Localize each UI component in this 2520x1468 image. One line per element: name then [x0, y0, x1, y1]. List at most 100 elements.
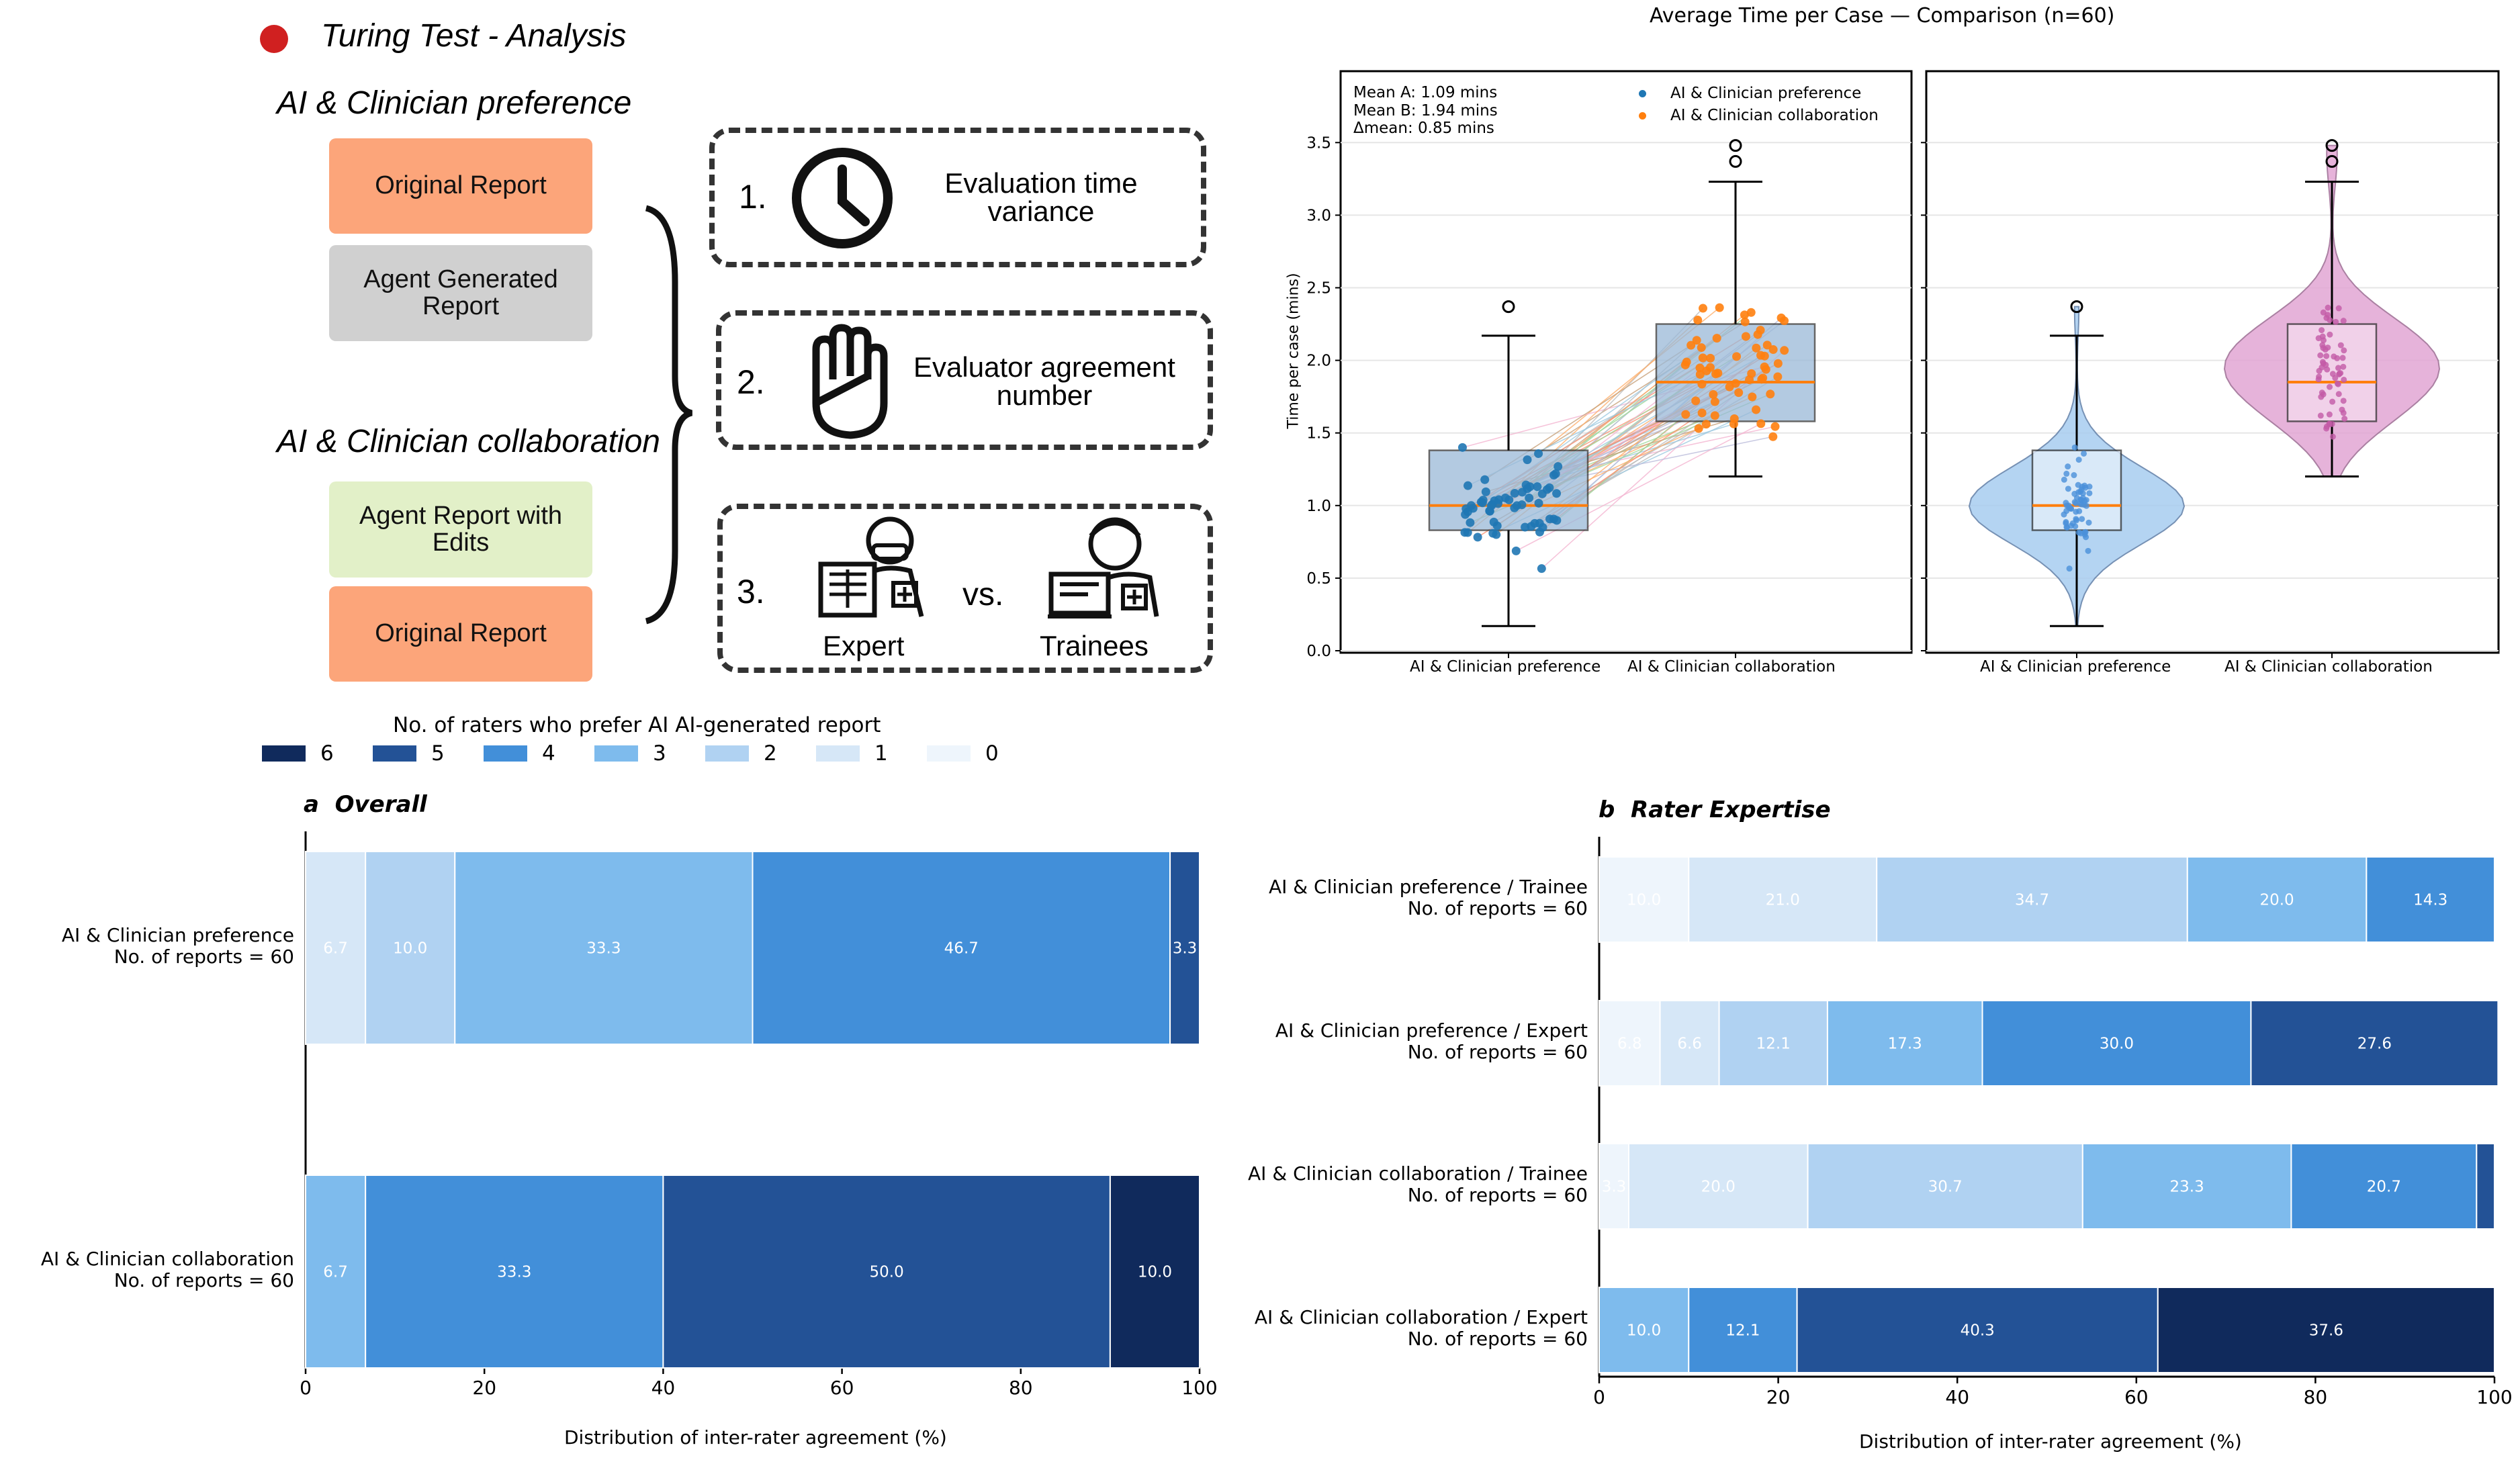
paired-line: [1468, 370, 1707, 486]
point-collaboration: [1729, 419, 1738, 428]
title-dot: [260, 25, 288, 53]
vs-label: vs.: [962, 577, 1004, 612]
point-preference: [1525, 494, 1534, 503]
expertise-row-label: AI & Clinician preference / Expert: [1275, 1019, 1588, 1042]
paired-line: [1493, 373, 1752, 523]
expertise-bar-segment: [1796, 1287, 2159, 1373]
point-preference: [1478, 496, 1488, 505]
point-collaboration-small: [2323, 353, 2330, 359]
point-collaboration-small: [2319, 333, 2326, 340]
point-collaboration: [1780, 346, 1789, 355]
point-collaboration-small: [2331, 353, 2337, 360]
paired-line: [1556, 414, 1686, 521]
point-preference: [1490, 496, 1499, 506]
paired-line: [1527, 308, 1704, 490]
panel-a-title: a Overall: [304, 791, 427, 818]
paired-line: [1517, 377, 1764, 506]
time-ytick-label: 2.5: [1306, 280, 1331, 297]
expertise-segment-value: 3.3: [1602, 1179, 1627, 1196]
box-collaboration-small-box: [2286, 323, 2378, 422]
panel-a-xlabel: Distribution of inter-rater agreement (%…: [564, 1426, 947, 1449]
point-collaboration-small: [2319, 389, 2325, 396]
legend-item-1: 1: [816, 741, 888, 766]
point-preference-small: [2065, 502, 2072, 509]
point-preference: [1542, 485, 1551, 494]
point-preference: [1523, 484, 1532, 494]
legend-label-b: AI & Clinician collaboration: [1670, 107, 1879, 124]
point-collaboration: [1709, 389, 1718, 399]
paired-line: [1547, 396, 1753, 490]
point-preference: [1517, 500, 1527, 510]
time-stat-delta: Δmean: 0.85 mins: [1353, 120, 1494, 137]
point-preference: [1521, 480, 1531, 490]
paired-line: [1539, 369, 1766, 524]
point-collaboration-small: [2325, 304, 2331, 311]
point-collaboration: [1691, 396, 1701, 406]
point-collaboration: [1780, 316, 1789, 326]
legend-dot-a: [1639, 90, 1646, 97]
point-collaboration-small: [2319, 359, 2326, 365]
point-collaboration: [1702, 366, 1711, 375]
criterion-2-label: Evaluator agreement number: [913, 351, 1175, 411]
time-chart-title: Average Time per Case — Comparison (n=60…: [1650, 4, 2115, 28]
legend-label: 0: [985, 741, 999, 766]
point-preference: [1480, 475, 1490, 484]
point-preference-small: [2086, 484, 2093, 490]
criterion-2-number: 2.: [737, 363, 765, 401]
point-preference-small: [2078, 501, 2085, 508]
paired-line: [1541, 329, 1761, 495]
point-preference: [1537, 489, 1547, 498]
point-collaboration-small: [2336, 371, 2343, 378]
expertise-bar-segment: [2290, 1143, 2478, 1230]
expertise-segment-value: 37.6: [2309, 1322, 2343, 1340]
point-collaboration: [1766, 389, 1775, 399]
point-preference: [1476, 498, 1486, 507]
criterion-1-number: 1.: [739, 178, 767, 216]
point-collaboration-small: [2320, 309, 2327, 316]
expertise-bar-segment: [1599, 856, 1690, 943]
preference-agent-report: Agent Generated Report: [329, 245, 592, 341]
point-collaboration-small: [2326, 420, 2333, 427]
point-collaboration-small: [2316, 373, 2323, 380]
paired-line: [1480, 357, 1703, 503]
expertise-segment-value: 27.6: [2357, 1036, 2392, 1053]
paired-line: [1496, 373, 1701, 535]
point-collaboration: [1710, 411, 1719, 420]
point-preference: [1492, 521, 1502, 531]
point-collaboration-small: [2341, 347, 2347, 354]
point-collaboration-small: [2329, 371, 2336, 377]
point-preference: [1538, 522, 1547, 532]
point-preference-small: [2068, 522, 2075, 529]
point-preference-small: [2073, 517, 2080, 524]
legend-item-5: 5: [373, 741, 445, 766]
point-collaboration: [1756, 419, 1766, 428]
point-preference: [1485, 506, 1494, 516]
point-preference: [1463, 507, 1472, 516]
expertise-segment-value: 20.0: [1701, 1179, 1736, 1196]
box-collaboration-outlier: [1729, 139, 1742, 152]
expertise-row-label: AI & Clinician preference / Trainee: [1268, 875, 1588, 898]
paired-line: [1489, 363, 1779, 512]
point-collaboration-small: [2329, 420, 2335, 427]
point-collaboration-small: [2335, 365, 2341, 371]
point-preference-small: [2071, 472, 2077, 479]
point-collaboration: [1748, 392, 1757, 402]
point-collaboration: [1760, 351, 1769, 361]
trainees-label: Trainees: [1040, 630, 1149, 661]
expertise-segment-value: 20.7: [2367, 1179, 2401, 1196]
paired-line: [1505, 386, 1730, 499]
time-ytick-label: 1.0: [1306, 498, 1331, 515]
point-collaboration: [1731, 379, 1740, 388]
legend-item-0: 0: [927, 741, 999, 766]
expert-label: Expert: [823, 630, 905, 661]
point-collaboration-small: [2320, 337, 2327, 344]
expertise-row-sublabel: No. of reports = 60: [1407, 1327, 1588, 1350]
point-preference-small: [2078, 486, 2085, 493]
point-collaboration-small: [2329, 398, 2336, 405]
point-preference-small: [2076, 508, 2083, 514]
point-preference-small: [2079, 516, 2085, 522]
paired-line: [1549, 392, 1740, 520]
expertise-segment-value: 34.7: [2015, 892, 2049, 909]
expertise-segment-value: 12.1: [1725, 1322, 1760, 1340]
point-preference-small: [2069, 520, 2076, 526]
